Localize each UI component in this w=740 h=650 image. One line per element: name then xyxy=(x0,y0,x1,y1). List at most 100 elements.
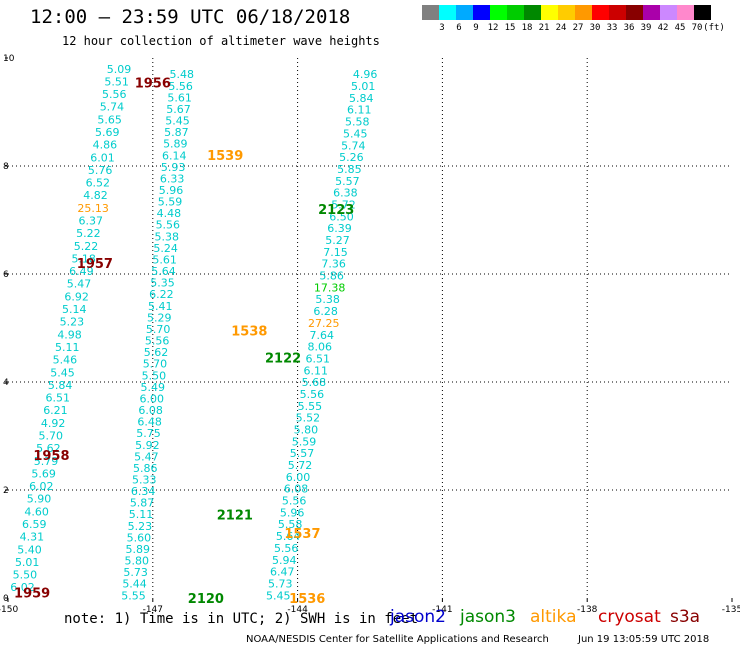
wave-height-value: 5.79 xyxy=(34,455,59,468)
wave-height-value: 5.18 xyxy=(71,252,96,265)
wave-height-value: 5.47 xyxy=(67,278,92,291)
wave-height-value: 5.48 xyxy=(170,68,195,81)
wave-height-value: 5.50 xyxy=(142,369,167,382)
wave-height-value: 5.58 xyxy=(278,518,303,531)
wave-height-value: 5.56 xyxy=(282,495,307,508)
wave-height-value: 5.55 xyxy=(298,400,323,413)
wave-height-value: 6.47 xyxy=(270,566,295,579)
legend-swatch xyxy=(677,5,694,20)
wave-height-value: 5.56 xyxy=(274,542,299,555)
legend-label: 30 xyxy=(589,23,601,33)
wave-height-value: 6.48 xyxy=(137,416,162,429)
wave-height-value: 5.50 xyxy=(13,569,38,582)
wave-height-value: 5.61 xyxy=(167,91,192,104)
y-tick-label: 4 xyxy=(3,378,9,388)
wave-height-value: 6.38 xyxy=(333,187,358,200)
wave-height-value: 6.00 xyxy=(139,392,164,405)
wave-height-value: 6.00 xyxy=(286,471,311,484)
pass-label: 1536 xyxy=(289,592,325,607)
pass-label: 1539 xyxy=(207,149,243,164)
wave-height-value: 5.45 xyxy=(343,127,368,140)
wave-height-value: 5.85 xyxy=(337,163,362,176)
wave-height-value: 5.60 xyxy=(127,531,152,544)
legend-label: 15 xyxy=(504,23,516,33)
legend-label: 18 xyxy=(521,23,533,33)
wave-height-value: 5.70 xyxy=(38,429,63,442)
wave-height-value: 6.02 xyxy=(10,581,35,594)
wave-height-value: 5.40 xyxy=(17,543,42,556)
legend-label: 3 xyxy=(439,23,445,33)
wave-height-value: 5.14 xyxy=(62,303,87,316)
wave-height-value: 5.62 xyxy=(36,442,61,455)
wave-height-value: 5.76 xyxy=(88,164,113,177)
wave-height-value: 5.45 xyxy=(165,115,190,128)
wave-height-value: 5.70 xyxy=(146,323,171,336)
y-tick-label: 10 xyxy=(3,54,15,64)
wave-height-value: 4.82 xyxy=(83,189,108,202)
wave-height-value: 5.64 xyxy=(276,530,301,543)
pass-label: 1959 xyxy=(14,587,50,602)
legend-swatch xyxy=(490,5,507,20)
wave-height-value: 5.89 xyxy=(126,543,151,556)
wave-height-value: 5.86 xyxy=(319,270,344,283)
wave-height-value: 5.26 xyxy=(339,151,364,164)
legend-label: 6 xyxy=(456,23,462,33)
wave-height-value: 5.57 xyxy=(335,175,360,188)
wave-height-value: 6.33 xyxy=(160,172,185,185)
wave-height-value: 5.72 xyxy=(288,459,313,472)
legend-label: 42 xyxy=(657,23,669,33)
pass-label: 2120 xyxy=(188,592,224,607)
pass-label: 2123 xyxy=(318,203,354,218)
legend-swatch xyxy=(473,5,490,20)
legend-label: 12 xyxy=(487,23,499,33)
wave-height-value: 5.59 xyxy=(158,196,183,209)
x-tick-label: -135 xyxy=(722,605,740,615)
wave-height-value: 5.23 xyxy=(60,316,85,329)
pass-label: 1956 xyxy=(135,76,171,91)
wave-height-value: 5.57 xyxy=(290,447,315,460)
satellite-cryosat: cryosat xyxy=(598,607,661,627)
wave-height-value: 7.36 xyxy=(321,258,346,271)
wave-height-value: 5.01 xyxy=(15,556,40,569)
wave-height-value: 5.44 xyxy=(122,578,147,591)
legend-label: 9 xyxy=(473,23,479,33)
wave-height-value: 6.08 xyxy=(138,404,163,417)
wave-height-value: 5.56 xyxy=(145,335,170,348)
legend-label: 70 xyxy=(691,23,703,33)
wave-height-value: 5.72 xyxy=(331,198,356,211)
legend-label: 27 xyxy=(572,23,584,33)
legend-swatch xyxy=(626,5,643,20)
wave-height-value: 6.52 xyxy=(86,177,111,190)
legend-labels: 3 6 9 12 15 18 21 24 27 30 33 36 39 42 45 70 (ft) xyxy=(422,23,740,35)
wave-height-value: 5.73 xyxy=(268,577,293,590)
wave-height-value: 5.94 xyxy=(272,554,297,567)
wave-height-value: 5.52 xyxy=(296,412,321,425)
wave-height-value: 5.75 xyxy=(136,427,161,440)
wave-height-value: 6.21 xyxy=(43,404,68,417)
satellite-s3a: s3a xyxy=(670,607,701,627)
wave-height-value: 6.49 xyxy=(69,265,94,278)
wave-height-value: 5.47 xyxy=(134,450,159,463)
legend-label: 45 xyxy=(674,23,686,33)
color-legend: 3 6 9 12 15 18 21 24 27 30 33 36 39 42 45 70 (ft) xyxy=(422,5,725,33)
legend-swatch xyxy=(609,5,626,20)
wave-height-value: 6.39 xyxy=(327,222,352,235)
wave-height-value: 5.73 xyxy=(123,566,148,579)
legend-swatch xyxy=(592,5,609,20)
legend-label: 21 xyxy=(538,23,550,33)
wave-height-value: 5.56 xyxy=(156,219,181,232)
x-tick-label: -141 xyxy=(432,605,452,615)
wave-height-value: 5.87 xyxy=(130,497,155,510)
pass-label: 2121 xyxy=(217,508,253,523)
legend-swatch xyxy=(660,5,677,20)
legend-swatch xyxy=(575,5,592,20)
x-tick-label: -138 xyxy=(577,605,598,615)
satellite-altika: altika xyxy=(530,607,577,627)
wave-height-value: 4.86 xyxy=(93,139,118,152)
wave-height-value: 5.68 xyxy=(302,376,327,389)
legend-swatch xyxy=(524,5,541,20)
wave-height-value: 4.60 xyxy=(24,505,49,518)
wave-height-value: 6.34 xyxy=(131,485,156,498)
wave-height-value: 7.64 xyxy=(309,329,334,342)
legend-swatch xyxy=(643,5,660,20)
